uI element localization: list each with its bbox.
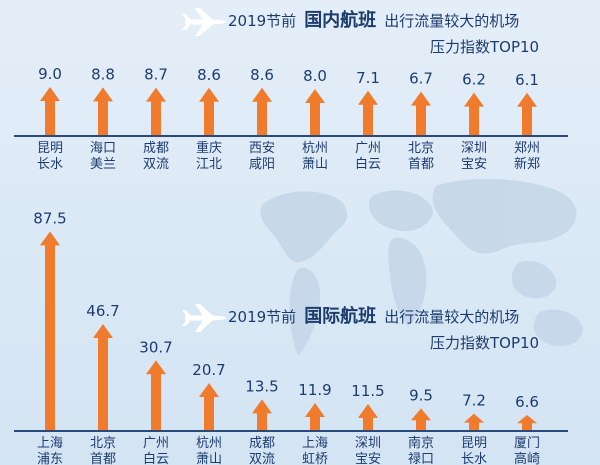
category-label: 成都双流 <box>249 436 275 465</box>
arrow-bar <box>252 399 272 430</box>
title-suffix: 出行流量较大的机场 <box>384 308 519 326</box>
arrow-bar <box>517 415 537 430</box>
title-highlight: 国内航班 <box>304 9 376 31</box>
value-label: 8.8 <box>91 65 115 83</box>
arrow-bar <box>199 383 219 430</box>
category-label: 深圳宝安 <box>355 436 381 465</box>
value-label: 7.1 <box>356 69 380 87</box>
category-label: 西安咸阳 <box>249 141 275 172</box>
value-label: 20.7 <box>192 361 225 379</box>
chart-title-line2: 压力指数TOP10 <box>430 38 539 56</box>
arrow-bar <box>517 92 537 135</box>
arrow-bar <box>146 87 166 135</box>
value-label: 13.5 <box>245 377 278 395</box>
value-label: 30.7 <box>139 338 172 356</box>
value-label: 8.0 <box>303 67 327 85</box>
value-label: 6.6 <box>515 393 539 411</box>
category-label: 昆明长水 <box>37 141 63 172</box>
airplane-icon <box>182 304 226 332</box>
arrow-bar <box>305 402 325 430</box>
category-label: 郑州新郑 <box>514 141 540 172</box>
value-label: 6.7 <box>409 70 433 88</box>
arrow-bar <box>93 87 113 135</box>
chart-title-line2: 压力指数TOP10 <box>430 334 539 352</box>
category-label: 厦门高崎 <box>514 436 540 465</box>
arrow-bar <box>411 91 431 135</box>
value-label: 8.7 <box>144 66 168 84</box>
arrow-bar <box>305 89 325 135</box>
category-label: 广州白云 <box>143 436 169 465</box>
value-label: 11.9 <box>298 381 331 399</box>
airplane-icon <box>182 8 226 36</box>
arrow-bar <box>358 90 378 135</box>
value-label: 9.0 <box>38 65 62 83</box>
chart-title: 2019节前 国内航班 出行流量较大的机场 <box>228 9 519 31</box>
category-label: 广州白云 <box>355 141 381 172</box>
value-label: 87.5 <box>33 209 66 227</box>
value-label: 11.5 <box>351 382 384 400</box>
value-label: 6.1 <box>515 71 539 89</box>
value-label: 8.6 <box>197 66 221 84</box>
value-label: 46.7 <box>86 302 119 320</box>
arrow-bar <box>411 408 431 430</box>
arrow-bar <box>146 360 166 430</box>
title-highlight: 国际航班 <box>304 305 376 327</box>
arrow-bar <box>252 87 272 135</box>
arrow-bar <box>464 92 484 135</box>
chart-title: 2019节前 国际航班 出行流量较大的机场 <box>228 305 519 327</box>
category-label: 海口美兰 <box>90 141 116 172</box>
category-label: 南京禄口 <box>408 435 434 465</box>
category-label: 杭州萧山 <box>302 141 328 172</box>
category-label: 北京首都 <box>408 141 434 172</box>
category-label: 深圳宝安 <box>461 141 487 172</box>
category-label: 成都双流 <box>143 141 169 172</box>
arrow-bar <box>93 323 113 430</box>
category-label: 上海虹桥 <box>302 436 328 465</box>
value-label: 8.6 <box>250 66 274 84</box>
arrow-bar <box>358 403 378 430</box>
title-prefix: 2019节前 <box>228 308 296 326</box>
title-suffix: 出行流量较大的机场 <box>384 12 519 30</box>
title-prefix: 2019节前 <box>228 12 296 30</box>
world-map-background <box>260 178 583 356</box>
arrow-bar <box>40 231 60 430</box>
arrow-bar <box>40 87 60 135</box>
value-label: 7.2 <box>462 392 486 410</box>
category-label: 北京首都 <box>90 436 116 465</box>
category-label: 昆明长水 <box>461 436 487 465</box>
value-label: 9.5 <box>409 386 433 404</box>
arrow-bar <box>464 413 484 430</box>
category-label: 上海浦东 <box>37 436 63 465</box>
arrow-bar <box>199 87 219 135</box>
value-label: 6.2 <box>462 71 486 89</box>
category-label: 重庆江北 <box>196 140 222 172</box>
category-label: 杭州萧山 <box>196 436 222 465</box>
